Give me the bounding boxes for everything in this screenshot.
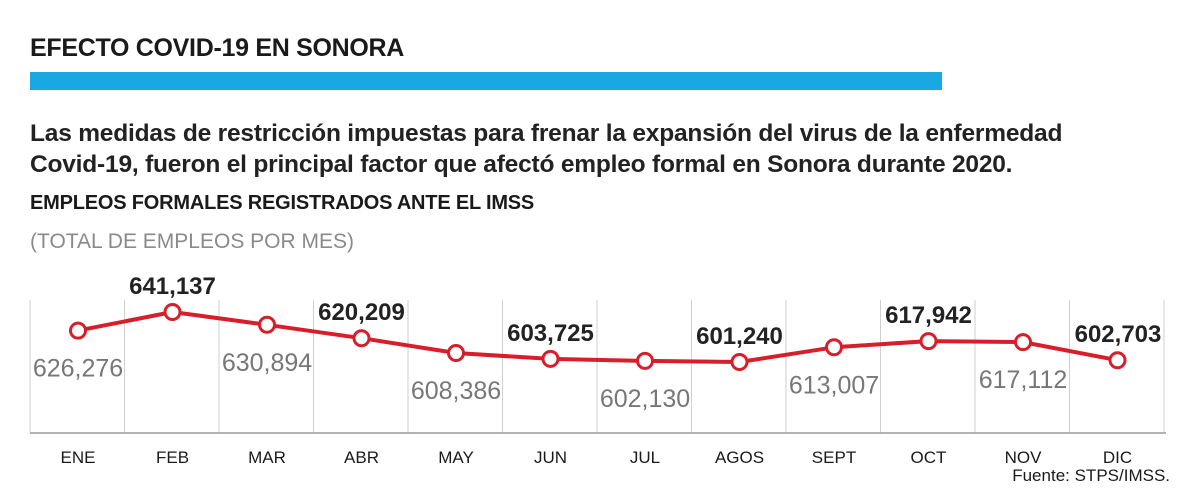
data-point (163, 303, 182, 321)
chart-title: EFECTO COVID-19 EN SONORA (30, 34, 405, 62)
data-label: 617,942 (885, 302, 972, 329)
x-tick-label: FEB (156, 448, 189, 467)
x-tick-label: AGOS (715, 448, 764, 467)
chart-grid (29, 300, 1165, 433)
intro-text: Las medidas de restricción impuestas par… (30, 118, 1170, 180)
data-label: 630,894 (222, 349, 312, 377)
intro-line-1: Las medidas de restricción impuestas par… (30, 120, 1063, 147)
x-tick-label: MAY (438, 448, 474, 467)
data-label: 603,725 (507, 320, 594, 347)
x-tick-label: DIC (1103, 448, 1132, 467)
data-label: 626,276 (33, 355, 123, 383)
data-point (825, 338, 843, 357)
series-employment (69, 303, 1127, 371)
data-point (636, 351, 654, 370)
chart-subtitle: EMPLEOS FORMALES REGISTRADOS ANTE EL IMS… (30, 192, 535, 214)
data-label: 601,240 (696, 323, 783, 350)
x-tick-label: ENE (61, 448, 96, 467)
data-point (730, 353, 749, 371)
x-tick-label: JUL (630, 448, 660, 467)
series-line (76, 310, 1120, 364)
intro-line-2: Covid-19, fueron el principal factor que… (30, 151, 1013, 178)
source-note: Fuente: STPS/IMSS. (1012, 466, 1170, 485)
x-axis: ENE FEB MAR ABR MAY JUN JUL AGOS SEPT OCT NOV DIC (30, 432, 1166, 467)
x-tick-label: JUN (534, 448, 567, 467)
data-point (352, 329, 371, 348)
x-tick-label: ABR (344, 448, 379, 467)
x-tick-label: OCT (911, 448, 947, 467)
x-tick-label: MAR (248, 448, 286, 467)
x-tick-label: SEPT (812, 448, 856, 467)
data-point (447, 344, 465, 362)
data-point (1014, 333, 1032, 352)
data-point (1108, 351, 1127, 370)
data-label: 620,209 (318, 299, 405, 326)
data-point (541, 349, 560, 368)
title-accent-bar (30, 72, 942, 90)
data-label: 641,137 (129, 273, 216, 300)
data-point (919, 332, 938, 351)
data-point (69, 321, 87, 340)
data-label: 602,703 (1075, 321, 1162, 348)
x-tick-label: NOV (1005, 448, 1043, 467)
data-label: 617,112 (979, 366, 1068, 394)
data-label: 608,386 (411, 377, 501, 405)
data-label: 602,130 (600, 385, 690, 413)
chart-unit-note: (TOTAL DE EMPLEOS POR MES) (30, 230, 355, 253)
data-label: 613,007 (789, 371, 879, 399)
data-point (258, 315, 276, 334)
